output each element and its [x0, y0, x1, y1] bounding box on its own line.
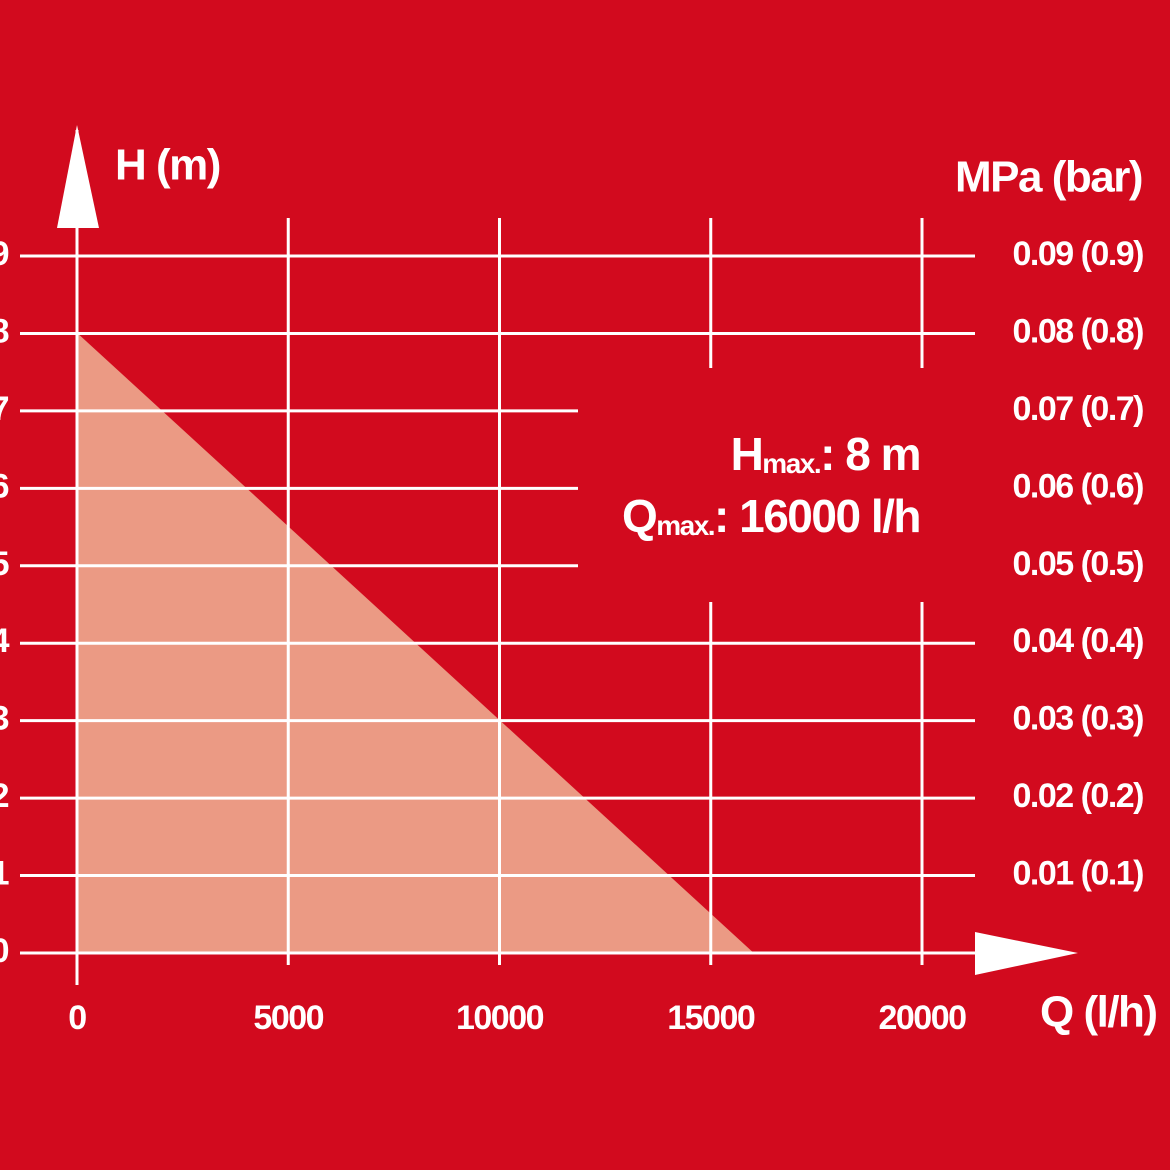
y2-tick-label: 0.09 (0.9) — [1012, 235, 1143, 273]
y2-tick-label: 0.04 (0.4) — [1012, 622, 1143, 660]
y-axis-arrow — [57, 125, 99, 228]
y-tick-label: 4 — [0, 622, 10, 660]
y2-tick-label: 0.01 (0.1) — [1012, 855, 1143, 893]
y-tick-label: 8 — [0, 312, 9, 350]
y2-tick-label: 0.05 (0.5) — [1012, 545, 1143, 583]
x-tick-label: 20000 — [878, 999, 966, 1037]
y-tick-label: 1 — [0, 855, 9, 893]
y2-tick-label: 0.07 (0.7) — [1012, 390, 1143, 428]
y2-tick-label: 0.02 (0.2) — [1012, 777, 1143, 815]
y-tick-label: 0 — [0, 932, 9, 970]
y-tick-label: 3 — [0, 700, 9, 738]
y-axis-label: H (m) — [115, 141, 220, 190]
annotation-backdrop — [578, 368, 978, 602]
annotation-main: Q — [622, 490, 656, 542]
x-tick-label: 0 — [68, 999, 86, 1037]
annotation-rest: : 16000 l/h — [714, 490, 920, 542]
x-tick-label: 5000 — [253, 999, 323, 1037]
x-tick-label: 10000 — [456, 999, 544, 1037]
annotation-rest: : 8 m — [820, 428, 920, 480]
y-tick-label: 9 — [0, 235, 9, 273]
x-tick-label: 15000 — [667, 999, 755, 1037]
annotation-main: H — [731, 428, 763, 480]
y2-tick-label: 0.06 (0.6) — [1012, 467, 1143, 505]
y-tick-label: 5 — [0, 545, 9, 583]
annotation-sub: max. — [656, 510, 714, 541]
y-tick-label: 6 — [0, 467, 9, 505]
y2-axis-label: MPa (bar) — [955, 153, 1142, 202]
x-axis-label: Q (l/h) — [1040, 988, 1157, 1037]
annotation: Hmax.: 8 m — [731, 428, 920, 480]
y-tick-label: 2 — [0, 777, 9, 815]
y-tick-label: 7 — [0, 390, 9, 428]
annotation-sub: max. — [762, 448, 820, 479]
y2-tick-label: 0.03 (0.3) — [1012, 700, 1143, 738]
x-axis-arrow — [975, 932, 1078, 975]
annotation: Qmax.: 16000 l/h — [622, 490, 920, 542]
y2-tick-label: 0.08 (0.8) — [1012, 312, 1143, 350]
